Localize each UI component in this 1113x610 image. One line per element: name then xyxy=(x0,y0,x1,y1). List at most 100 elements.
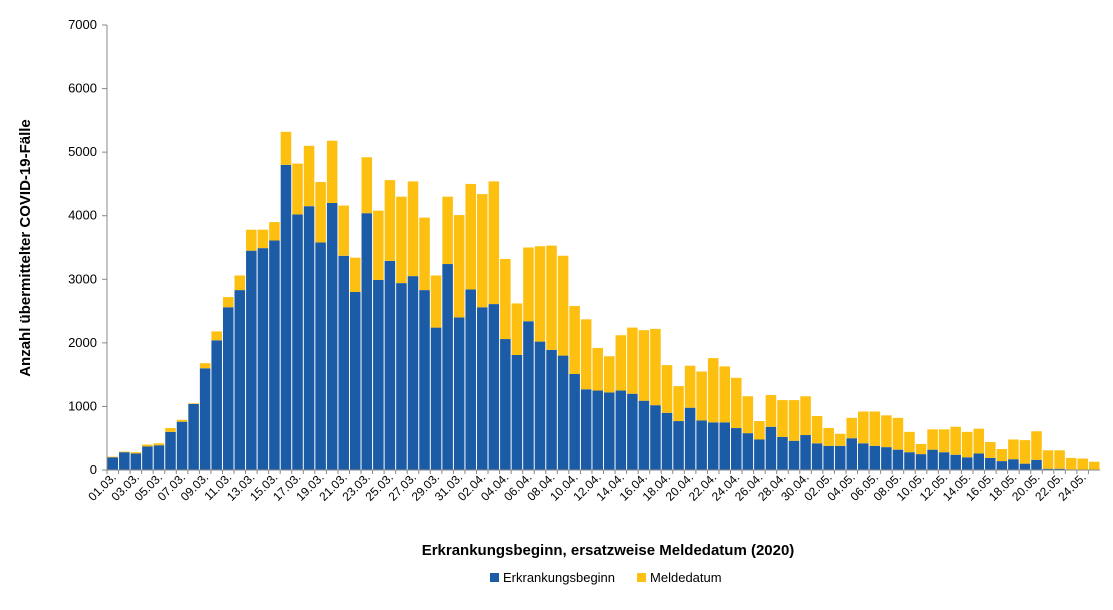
bar-segment xyxy=(292,214,303,470)
bar-segment xyxy=(939,452,950,470)
bar-segment xyxy=(685,408,696,470)
bar-segment xyxy=(269,222,280,240)
bar-segment xyxy=(777,400,788,437)
bar-segment xyxy=(985,442,996,458)
bar-segment xyxy=(304,206,315,470)
bar-segment xyxy=(881,415,892,447)
bar-segment xyxy=(916,454,927,470)
bar-segment xyxy=(558,356,569,470)
bar-segment xyxy=(442,197,453,264)
bar-segment xyxy=(592,391,603,470)
bar-segment xyxy=(592,348,603,391)
bar-segment xyxy=(581,389,592,470)
bar-segment xyxy=(985,458,996,470)
bar-segment xyxy=(616,391,627,470)
bar-segment xyxy=(754,439,765,470)
bar-segment xyxy=(489,181,500,304)
bar-segment xyxy=(535,246,546,341)
bar-segment xyxy=(350,292,361,470)
bar-segment xyxy=(962,457,973,470)
bar-segment xyxy=(373,280,384,470)
bar-segment xyxy=(454,215,465,317)
bar-segment xyxy=(200,368,211,470)
y-tick-label: 5000 xyxy=(68,144,97,159)
bar-segment xyxy=(535,342,546,470)
bar-segment xyxy=(338,206,349,256)
bar-segment xyxy=(846,438,857,470)
bar-segment xyxy=(1077,459,1088,470)
bar-segment xyxy=(362,157,373,213)
bar-segment xyxy=(523,321,534,470)
bar-segment xyxy=(858,443,869,470)
bar-segment xyxy=(315,242,326,470)
bar-segment xyxy=(419,290,430,470)
bar-segment xyxy=(927,429,938,449)
bar-segment xyxy=(835,446,846,470)
bar-segment xyxy=(512,303,523,354)
bar-segment xyxy=(258,248,269,470)
bar-segment xyxy=(442,264,453,470)
bar-segment xyxy=(789,400,800,441)
bar-segment xyxy=(581,319,592,389)
bar-segment xyxy=(281,132,292,165)
bar-segment xyxy=(131,452,142,453)
bar-segment xyxy=(662,365,673,413)
bar-segment xyxy=(904,432,915,452)
bar-segment xyxy=(177,422,188,470)
bar-segment xyxy=(823,428,834,446)
bar-segment xyxy=(708,358,719,422)
bar-segment xyxy=(223,307,234,470)
bar-segment xyxy=(846,418,857,438)
bar-segment xyxy=(870,446,881,470)
bar-segment xyxy=(327,203,338,470)
y-tick-label: 3000 xyxy=(68,271,97,286)
bar-segment xyxy=(1054,450,1065,468)
bar-segment xyxy=(108,457,119,458)
bar-segment xyxy=(211,340,222,470)
bar-segment xyxy=(546,350,557,470)
bar-segment xyxy=(858,412,869,444)
bar-segment xyxy=(662,413,673,470)
bar-segment xyxy=(1031,431,1042,460)
bar-segment xyxy=(685,366,696,408)
bar-segment xyxy=(708,422,719,470)
bar-segment xyxy=(477,307,488,470)
bar-segment xyxy=(604,392,615,470)
bar-segment xyxy=(616,335,627,390)
bar-segment xyxy=(154,445,165,470)
bar-segment xyxy=(950,427,961,455)
bar-segment xyxy=(893,450,904,470)
bar-segment xyxy=(604,356,615,392)
bar-segment xyxy=(766,427,777,470)
bar-segment xyxy=(211,331,222,340)
bar-segment xyxy=(835,434,846,446)
bar-segment xyxy=(1008,459,1019,470)
bar-segment xyxy=(800,396,811,435)
bar-segment xyxy=(385,261,396,470)
bar-segment xyxy=(108,457,119,470)
bar-segment xyxy=(777,437,788,470)
y-tick-label: 0 xyxy=(90,462,97,477)
bar-segment xyxy=(200,363,211,368)
bar-segment xyxy=(997,461,1008,470)
bar-segment xyxy=(350,258,361,292)
bar-segment xyxy=(500,339,511,470)
bar-segment xyxy=(731,378,742,428)
bar-segment xyxy=(223,297,234,307)
bar-segment xyxy=(292,164,303,215)
bar-segment xyxy=(373,211,384,280)
bar-segment xyxy=(754,421,765,439)
bar-segment xyxy=(812,416,823,443)
bar-segment xyxy=(812,443,823,470)
bar-segment xyxy=(1020,464,1031,470)
bar-segment xyxy=(997,449,1008,461)
bar-segment xyxy=(523,248,534,322)
bar-segment xyxy=(431,275,442,327)
bar-segment xyxy=(627,328,638,394)
bar-segment xyxy=(789,441,800,470)
bar-segment xyxy=(165,428,176,432)
bar-segment xyxy=(431,328,442,470)
bar-segment xyxy=(939,429,950,452)
bar-segment xyxy=(696,420,707,470)
y-tick-label: 6000 xyxy=(68,81,97,96)
